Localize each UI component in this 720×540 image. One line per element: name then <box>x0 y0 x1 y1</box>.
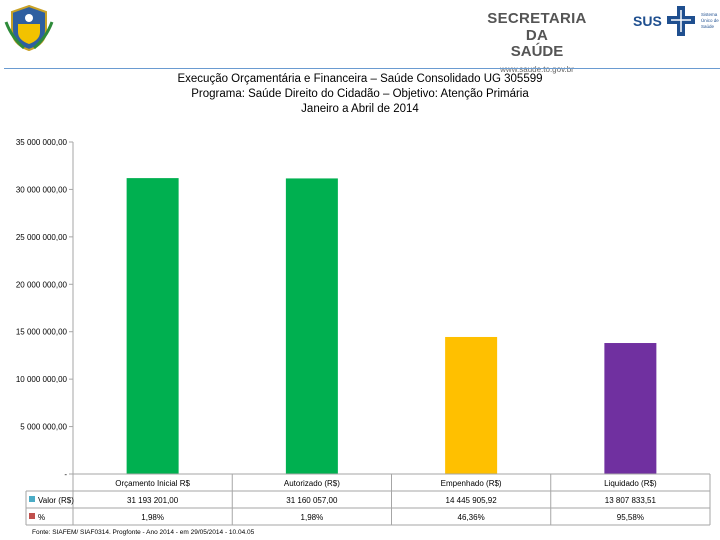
y-tick-label: 10 000 000,00 <box>16 375 68 384</box>
data-label: 1,98% <box>141 513 164 522</box>
y-tick-label: - <box>64 470 67 479</box>
secretaria-line2: SAÚDE <box>510 43 564 60</box>
data-label: 46,36% <box>458 513 485 522</box>
header-divider <box>4 68 720 69</box>
bar <box>285 178 338 474</box>
y-tick-label: 20 000 000,00 <box>16 280 68 289</box>
data-label: 31 193 201,00 <box>127 496 179 505</box>
chart-title-line-1: Execução Orçamentária e Financeira – Saú… <box>177 73 543 85</box>
secretaria-logo: SECRETARIA DA SAÚDE www.saude.to.gov.br <box>482 10 592 74</box>
y-tick-label: 35 000 000,00 <box>16 138 68 147</box>
y-tick-label: 25 000 000,00 <box>16 233 68 242</box>
secretaria-line1: SECRETARIA DA <box>487 10 587 44</box>
footer-source: Fonte: SIAFEM/ SIAF0314. Progfonte - Ano… <box>32 529 255 536</box>
x-tick-label: Orçamento Inicial R$ <box>115 479 190 488</box>
data-label: 13 807 833,51 <box>605 496 657 505</box>
legend-swatch <box>29 496 35 502</box>
legend-swatch <box>29 513 35 519</box>
data-label: 14 445 905,92 <box>446 496 498 505</box>
bar <box>126 178 179 474</box>
x-tick-label: Liquidado (R$) <box>604 479 657 488</box>
table-row-label: % <box>38 513 45 522</box>
x-tick-label: Autorizado (R$) <box>284 479 340 488</box>
sus-text: SUS <box>633 13 662 29</box>
chart-title-line-2: Programa: Saúde Direito do Cidadão – Obj… <box>191 88 529 100</box>
page-header: SECRETARIA DA SAÚDE www.saude.to.gov.br … <box>0 0 720 74</box>
sus-cross-icon <box>667 6 695 36</box>
data-label: 31 160 057,00 <box>286 496 338 505</box>
data-label: 95,58% <box>617 513 644 522</box>
sus-logo: SUS Sistema Único de Saúde <box>633 4 719 40</box>
y-tick-label: 15 000 000,00 <box>16 328 68 337</box>
chart-title-line-3: Janeiro a Abril de 2014 <box>301 103 419 115</box>
x-tick-label: Empenhado (R$) <box>441 479 502 488</box>
bar <box>445 336 498 474</box>
y-tick-label: 5 000 000,00 <box>20 423 67 432</box>
table-row-label: Valor (R$) <box>38 496 74 505</box>
secretaria-url: www.saude.to.gov.br <box>500 65 574 74</box>
data-label: 1,98% <box>301 513 324 522</box>
state-coat-of-arms-icon <box>4 4 54 52</box>
y-tick-label: 30 000 000,00 <box>16 185 68 194</box>
chart-title: Execução Orçamentária e Financeira – Saú… <box>0 72 720 117</box>
bar <box>604 343 657 474</box>
sus-small-text: Sistema Único de Saúde <box>701 12 719 29</box>
